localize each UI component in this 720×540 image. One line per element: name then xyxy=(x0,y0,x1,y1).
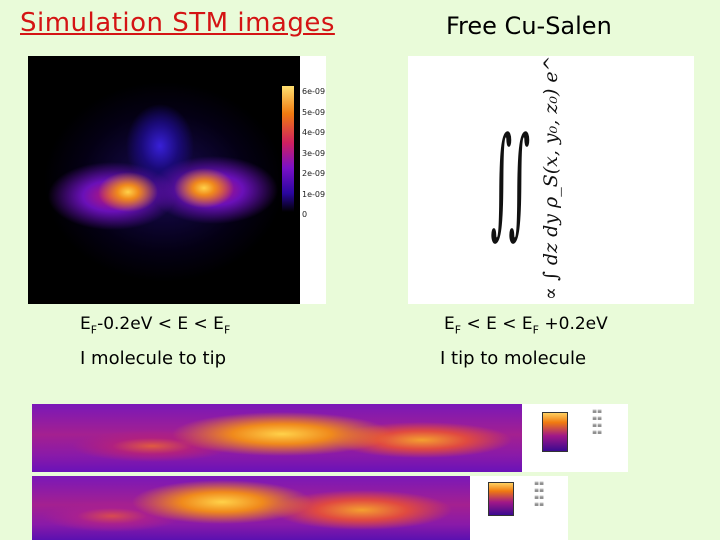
integral-sign: ∫ xyxy=(508,112,531,251)
current-direction-right: I tip to molecule xyxy=(440,348,587,369)
integral-sign: ∫ xyxy=(490,112,513,251)
energy-range-right: EF < E < EF +0.2eV xyxy=(444,314,608,337)
current-direction-left: I molecule to tip xyxy=(80,348,227,369)
strip-colorbar-bottom xyxy=(488,482,514,516)
slide-title: Simulation STM images xyxy=(20,8,335,38)
strip-legend-bottom: ≡≡ ≡≡ ≡≡ ≡≡ xyxy=(470,476,568,540)
strip-colorbar-ticks-top: ≡≡ ≡≡ ≡≡ ≡≡ xyxy=(592,408,603,436)
strip-legend-top: ≡≡ ≡≡ ≡≡ ≡≡ xyxy=(522,404,628,472)
colorbar-tick: 3e-09 xyxy=(302,148,326,158)
colorbar xyxy=(282,86,294,212)
slide-subtitle: Free Cu-Salen xyxy=(446,12,612,40)
energy-range-left: EF-0.2eV < E < EF xyxy=(80,314,231,337)
colorbar-tick: 6e-09 xyxy=(302,87,326,96)
colorbar-tick: 4e-09 xyxy=(302,128,326,137)
stm-strip-image-top xyxy=(32,404,522,472)
colorbar-ticks: 6e-09 5e-09 4e-09 3e-09 2e-09 1e-09 0 xyxy=(302,82,325,226)
formula-panel: ∫ ∫ I(r₀,y₀,z₀) ∝ ∫ dz dy ρ_S(x, y₀, z₀)… xyxy=(408,56,694,304)
colorbar-tick: 1e-09 xyxy=(302,189,326,199)
colorbar-tick: 0 xyxy=(302,210,308,219)
stm-simulation-image xyxy=(28,56,300,304)
colorbar-tick: 2e-09 xyxy=(302,169,326,178)
tunneling-formula: I(r₀,y₀,z₀) ∝ ∫ dz dy ρ_S(x, y₀, z₀) e^{… xyxy=(540,56,562,304)
strip-colorbar-top xyxy=(542,412,568,452)
strip-colorbar-ticks-bottom: ≡≡ ≡≡ ≡≡ ≡≡ xyxy=(534,480,545,508)
stm-image-panel: 6e-09 5e-09 4e-09 3e-09 2e-09 1e-09 0 xyxy=(28,56,326,304)
colorbar-tick: 5e-09 xyxy=(302,107,326,117)
stm-strip-image-bottom xyxy=(32,476,470,540)
